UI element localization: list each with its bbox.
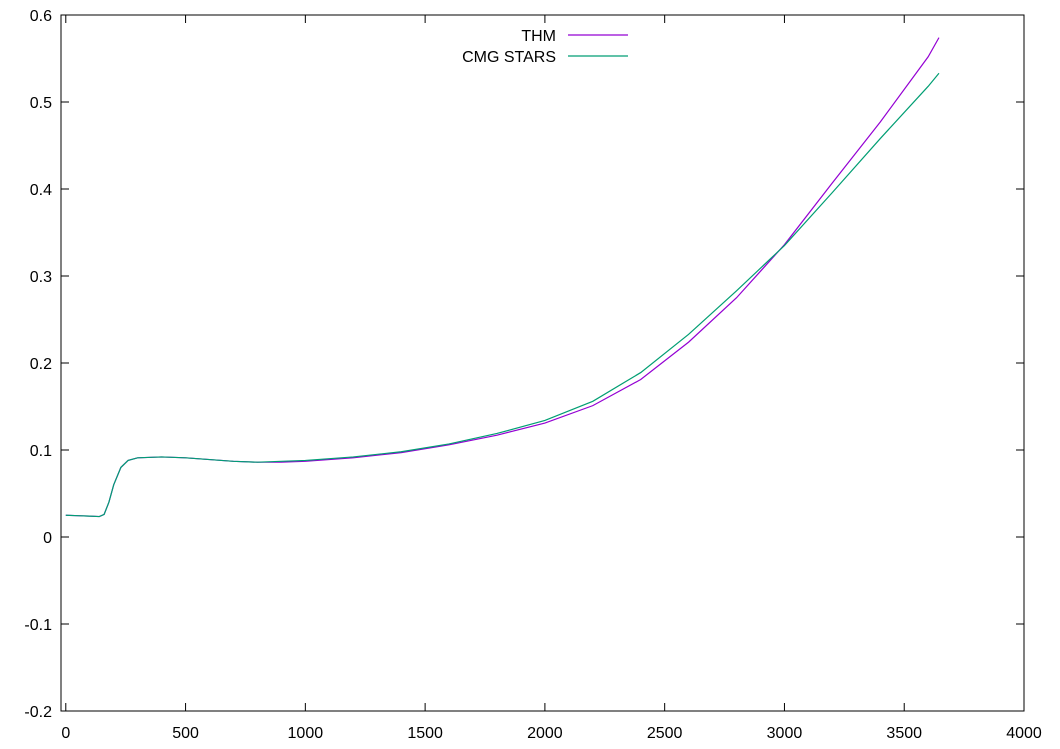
legend-label-0: THM bbox=[521, 28, 556, 45]
y-tick-label: 0 bbox=[43, 530, 52, 547]
plot-frame bbox=[60, 14, 1025, 712]
legend-label-1: CMG STARS bbox=[462, 49, 556, 66]
series-lines bbox=[65, 37, 940, 518]
y-tick-label: 0.1 bbox=[30, 443, 52, 460]
legend: THM CMG STARS bbox=[462, 28, 628, 66]
y-tick-label: 0.6 bbox=[30, 8, 52, 25]
x-tick-label: 1000 bbox=[288, 725, 324, 742]
x-tick-label: 1500 bbox=[407, 725, 443, 742]
x-tick-label: 2000 bbox=[527, 725, 563, 742]
y-tick-label: 0.4 bbox=[30, 182, 52, 199]
y-tick-label: 0.5 bbox=[30, 95, 52, 112]
x-tick-label: 500 bbox=[172, 725, 199, 742]
series-line-1 bbox=[65, 72, 940, 518]
x-tick-label: 3000 bbox=[767, 725, 803, 742]
x-tick-label: 4000 bbox=[1006, 725, 1042, 742]
y-tick-label: -0.2 bbox=[24, 704, 52, 721]
x-axis-ticks: 0 500 1000 1500 2000 2500 3000 3500 4000 bbox=[61, 15, 1042, 742]
y-tick-label: 0.3 bbox=[30, 269, 52, 286]
x-tick-label: 2500 bbox=[647, 725, 683, 742]
x-tick-label: 3500 bbox=[886, 725, 922, 742]
x-tick-label: 0 bbox=[61, 725, 70, 742]
y-axis-ticks: -0.2 -0.1 0 0.1 0.2 0.3 0.4 0.5 0.6 bbox=[24, 8, 1024, 721]
y-tick-label: -0.1 bbox=[24, 617, 52, 634]
y-tick-label: 0.2 bbox=[30, 356, 52, 373]
series-line-0 bbox=[65, 37, 940, 518]
